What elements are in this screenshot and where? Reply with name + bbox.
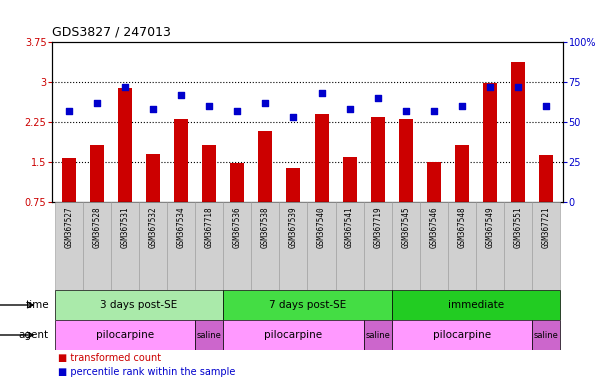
Text: GSM367548: GSM367548 — [458, 207, 466, 248]
Bar — [258, 131, 273, 202]
Point — [232, 108, 242, 114]
Point — [176, 92, 186, 98]
Text: GSM367549: GSM367549 — [486, 207, 494, 248]
Point — [204, 103, 214, 109]
Text: immediate: immediate — [448, 300, 504, 310]
Bar — [483, 83, 497, 202]
Text: saline: saline — [197, 331, 222, 339]
Bar — [532, 320, 560, 350]
Text: saline: saline — [534, 331, 558, 339]
Bar — [532, 202, 560, 290]
Point — [64, 108, 74, 114]
Text: ■ transformed count: ■ transformed count — [58, 353, 161, 363]
Bar — [55, 320, 195, 350]
Bar — [195, 202, 223, 290]
Text: pilocarpine: pilocarpine — [265, 330, 323, 340]
Bar — [279, 202, 307, 290]
Bar — [118, 88, 132, 202]
Bar — [146, 154, 160, 202]
Text: pilocarpine: pilocarpine — [96, 330, 154, 340]
Text: GSM367541: GSM367541 — [345, 207, 354, 248]
Bar — [392, 320, 532, 350]
Point — [457, 103, 467, 109]
Text: GSM367551: GSM367551 — [514, 207, 522, 248]
Bar — [448, 202, 476, 290]
Text: GSM367540: GSM367540 — [317, 207, 326, 248]
Bar — [364, 320, 392, 350]
Point — [513, 84, 523, 90]
Bar — [167, 202, 195, 290]
Bar — [539, 155, 553, 202]
Point — [401, 108, 411, 114]
Text: GSM367528: GSM367528 — [92, 207, 101, 248]
Point — [92, 100, 102, 106]
Point — [316, 90, 326, 96]
Text: agent: agent — [19, 330, 49, 340]
Text: GSM367536: GSM367536 — [233, 207, 242, 248]
Bar — [195, 320, 223, 350]
Bar — [62, 158, 76, 202]
Bar — [90, 145, 104, 202]
Text: GDS3827 / 247013: GDS3827 / 247013 — [52, 25, 171, 38]
Text: GSM367527: GSM367527 — [64, 207, 73, 248]
Point — [345, 106, 354, 112]
Text: GSM367545: GSM367545 — [401, 207, 410, 248]
Bar — [174, 119, 188, 202]
Point — [120, 84, 130, 90]
Bar — [364, 202, 392, 290]
Text: saline: saline — [365, 331, 390, 339]
Bar — [420, 202, 448, 290]
Bar — [335, 202, 364, 290]
Bar — [202, 145, 216, 202]
Bar — [392, 202, 420, 290]
Point — [541, 103, 551, 109]
Bar — [307, 202, 335, 290]
Text: GSM367721: GSM367721 — [542, 207, 551, 248]
Bar — [55, 202, 83, 290]
Text: GSM367546: GSM367546 — [430, 207, 438, 248]
Bar — [504, 202, 532, 290]
Bar — [223, 290, 392, 320]
Point — [260, 100, 270, 106]
Text: GSM367718: GSM367718 — [205, 207, 214, 248]
Text: GSM367534: GSM367534 — [177, 207, 186, 248]
Text: pilocarpine: pilocarpine — [433, 330, 491, 340]
Bar — [476, 202, 504, 290]
Text: GSM367719: GSM367719 — [373, 207, 382, 248]
Bar — [315, 114, 329, 202]
Point — [485, 84, 495, 90]
Bar — [83, 202, 111, 290]
Bar — [392, 290, 560, 320]
Text: time: time — [25, 300, 49, 310]
Bar — [223, 202, 251, 290]
Text: 7 days post-SE: 7 days post-SE — [269, 300, 346, 310]
Bar — [251, 202, 279, 290]
Text: ■ percentile rank within the sample: ■ percentile rank within the sample — [58, 367, 235, 377]
Point — [429, 108, 439, 114]
Text: GSM367531: GSM367531 — [120, 207, 130, 248]
Bar — [427, 162, 441, 202]
Point — [148, 106, 158, 112]
Text: GSM367539: GSM367539 — [289, 207, 298, 248]
Point — [373, 95, 382, 101]
Point — [288, 114, 298, 120]
Text: 3 days post-SE: 3 days post-SE — [100, 300, 178, 310]
Text: GSM367532: GSM367532 — [148, 207, 158, 248]
Bar — [455, 145, 469, 202]
Bar — [399, 119, 413, 202]
Bar — [111, 202, 139, 290]
Bar — [287, 169, 301, 202]
Bar — [230, 162, 244, 202]
Bar — [371, 117, 385, 202]
Bar — [511, 62, 525, 202]
Text: GSM367538: GSM367538 — [261, 207, 270, 248]
Bar — [139, 202, 167, 290]
Bar — [223, 320, 364, 350]
Bar — [55, 290, 223, 320]
Bar — [343, 157, 357, 202]
